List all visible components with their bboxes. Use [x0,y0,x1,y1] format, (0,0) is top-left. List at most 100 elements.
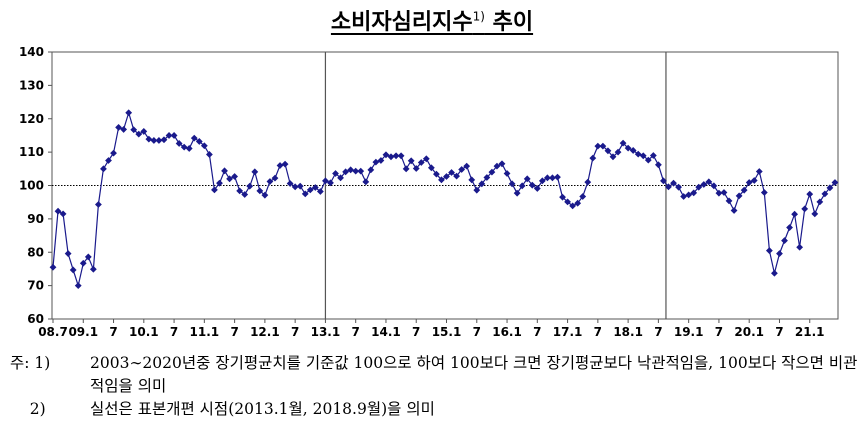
data-point [715,189,723,197]
data-point [750,177,758,184]
data-point [695,183,703,191]
x-tick-label: 19.1 [674,325,704,336]
data-point [296,182,304,190]
x-tick-label: 10.1 [129,325,159,336]
data-point [377,157,385,164]
footnote-1-text: 2003∼2020년중 장기평균치를 기준값 100으로 하여 100보다 크면… [90,354,858,395]
data-point [725,197,733,205]
data-point [831,179,839,186]
y-tick-label: 90 [27,212,44,226]
x-tick-label: 7 [473,325,481,336]
chart-title-text: 소비자심리지수 [330,10,473,35]
line-chart: 60 70 80 90 100 110 120 130 140 08.7 09.1 7 10.1 7 11.… [19,45,839,336]
data-point [443,173,450,180]
data-point [584,178,592,186]
data-point [135,130,143,138]
data-point [200,142,208,150]
data-point [685,191,693,199]
data-point [301,190,309,198]
x-tick-label: 7 [715,325,723,336]
data-point [670,179,677,187]
data-point [765,247,773,254]
data-point [528,181,536,189]
data-point [357,167,365,175]
data-point [498,160,506,168]
y-tick-label: 140 [19,45,44,59]
data-point [311,184,319,191]
data-point [322,177,329,185]
data-point [644,156,652,164]
data-point [382,151,390,159]
data-point [604,147,612,155]
data-point [306,186,314,194]
data-point [559,193,566,201]
data-point [816,198,824,206]
data-point [690,189,698,197]
data-point [483,174,491,181]
data-point [654,161,662,169]
data-point [705,178,713,186]
x-tick-label: 7 [775,325,783,336]
data-point [811,210,819,218]
data-point [185,145,193,152]
data-point [190,134,198,142]
data-point [624,144,632,152]
x-tick-label: 14.1 [371,325,401,336]
data-point [649,152,657,159]
data-point [735,192,743,200]
data-point [347,166,355,174]
data-point [781,237,788,244]
y-tick-label: 60 [27,312,44,326]
data-point [79,259,87,267]
data-point [700,181,708,188]
x-tick-label: 7 [291,325,299,336]
data-point [468,176,476,184]
data-point [478,180,486,188]
data-point [372,158,380,166]
data-point [473,186,481,194]
data-point [619,139,627,147]
data-point [448,169,455,176]
data-point [256,187,264,195]
x-tick-label: 09.1 [68,325,98,336]
data-point [433,170,440,178]
data-point [105,157,112,164]
data-point [59,210,67,218]
data-point [397,152,405,160]
data-point [503,170,511,177]
data-point [710,182,718,190]
data-point [387,153,395,161]
data-point [271,174,279,182]
data-point [74,282,82,290]
data-point [392,152,400,160]
data-point [155,137,163,144]
data-point [110,149,117,157]
title-footnote-mark: 1) [472,9,485,24]
data-point [745,179,753,186]
data-point [49,263,57,271]
data-point [796,243,804,251]
data-point [589,154,597,162]
data-point [231,173,239,180]
data-point [417,159,425,166]
data-point [564,198,571,206]
data-point [54,207,62,215]
series-line [52,110,836,288]
data-point [89,265,97,273]
data-point [276,162,284,169]
data-point [221,167,228,175]
data-point [806,190,814,198]
x-tick-label: 17.1 [553,325,583,336]
data-point [639,152,647,160]
footnote-1: 주: 1) 2003∼2020년중 장기평균치를 기준값 100으로 하여 10… [10,352,860,398]
data-point [518,182,526,190]
data-point [569,202,577,210]
data-point [675,183,682,191]
data-point [660,177,667,185]
data-point [665,183,672,191]
data-point [771,269,778,277]
data-point [251,168,259,176]
x-tick-label: 11.1 [190,325,220,336]
data-point [150,137,158,144]
data-point [115,124,122,131]
